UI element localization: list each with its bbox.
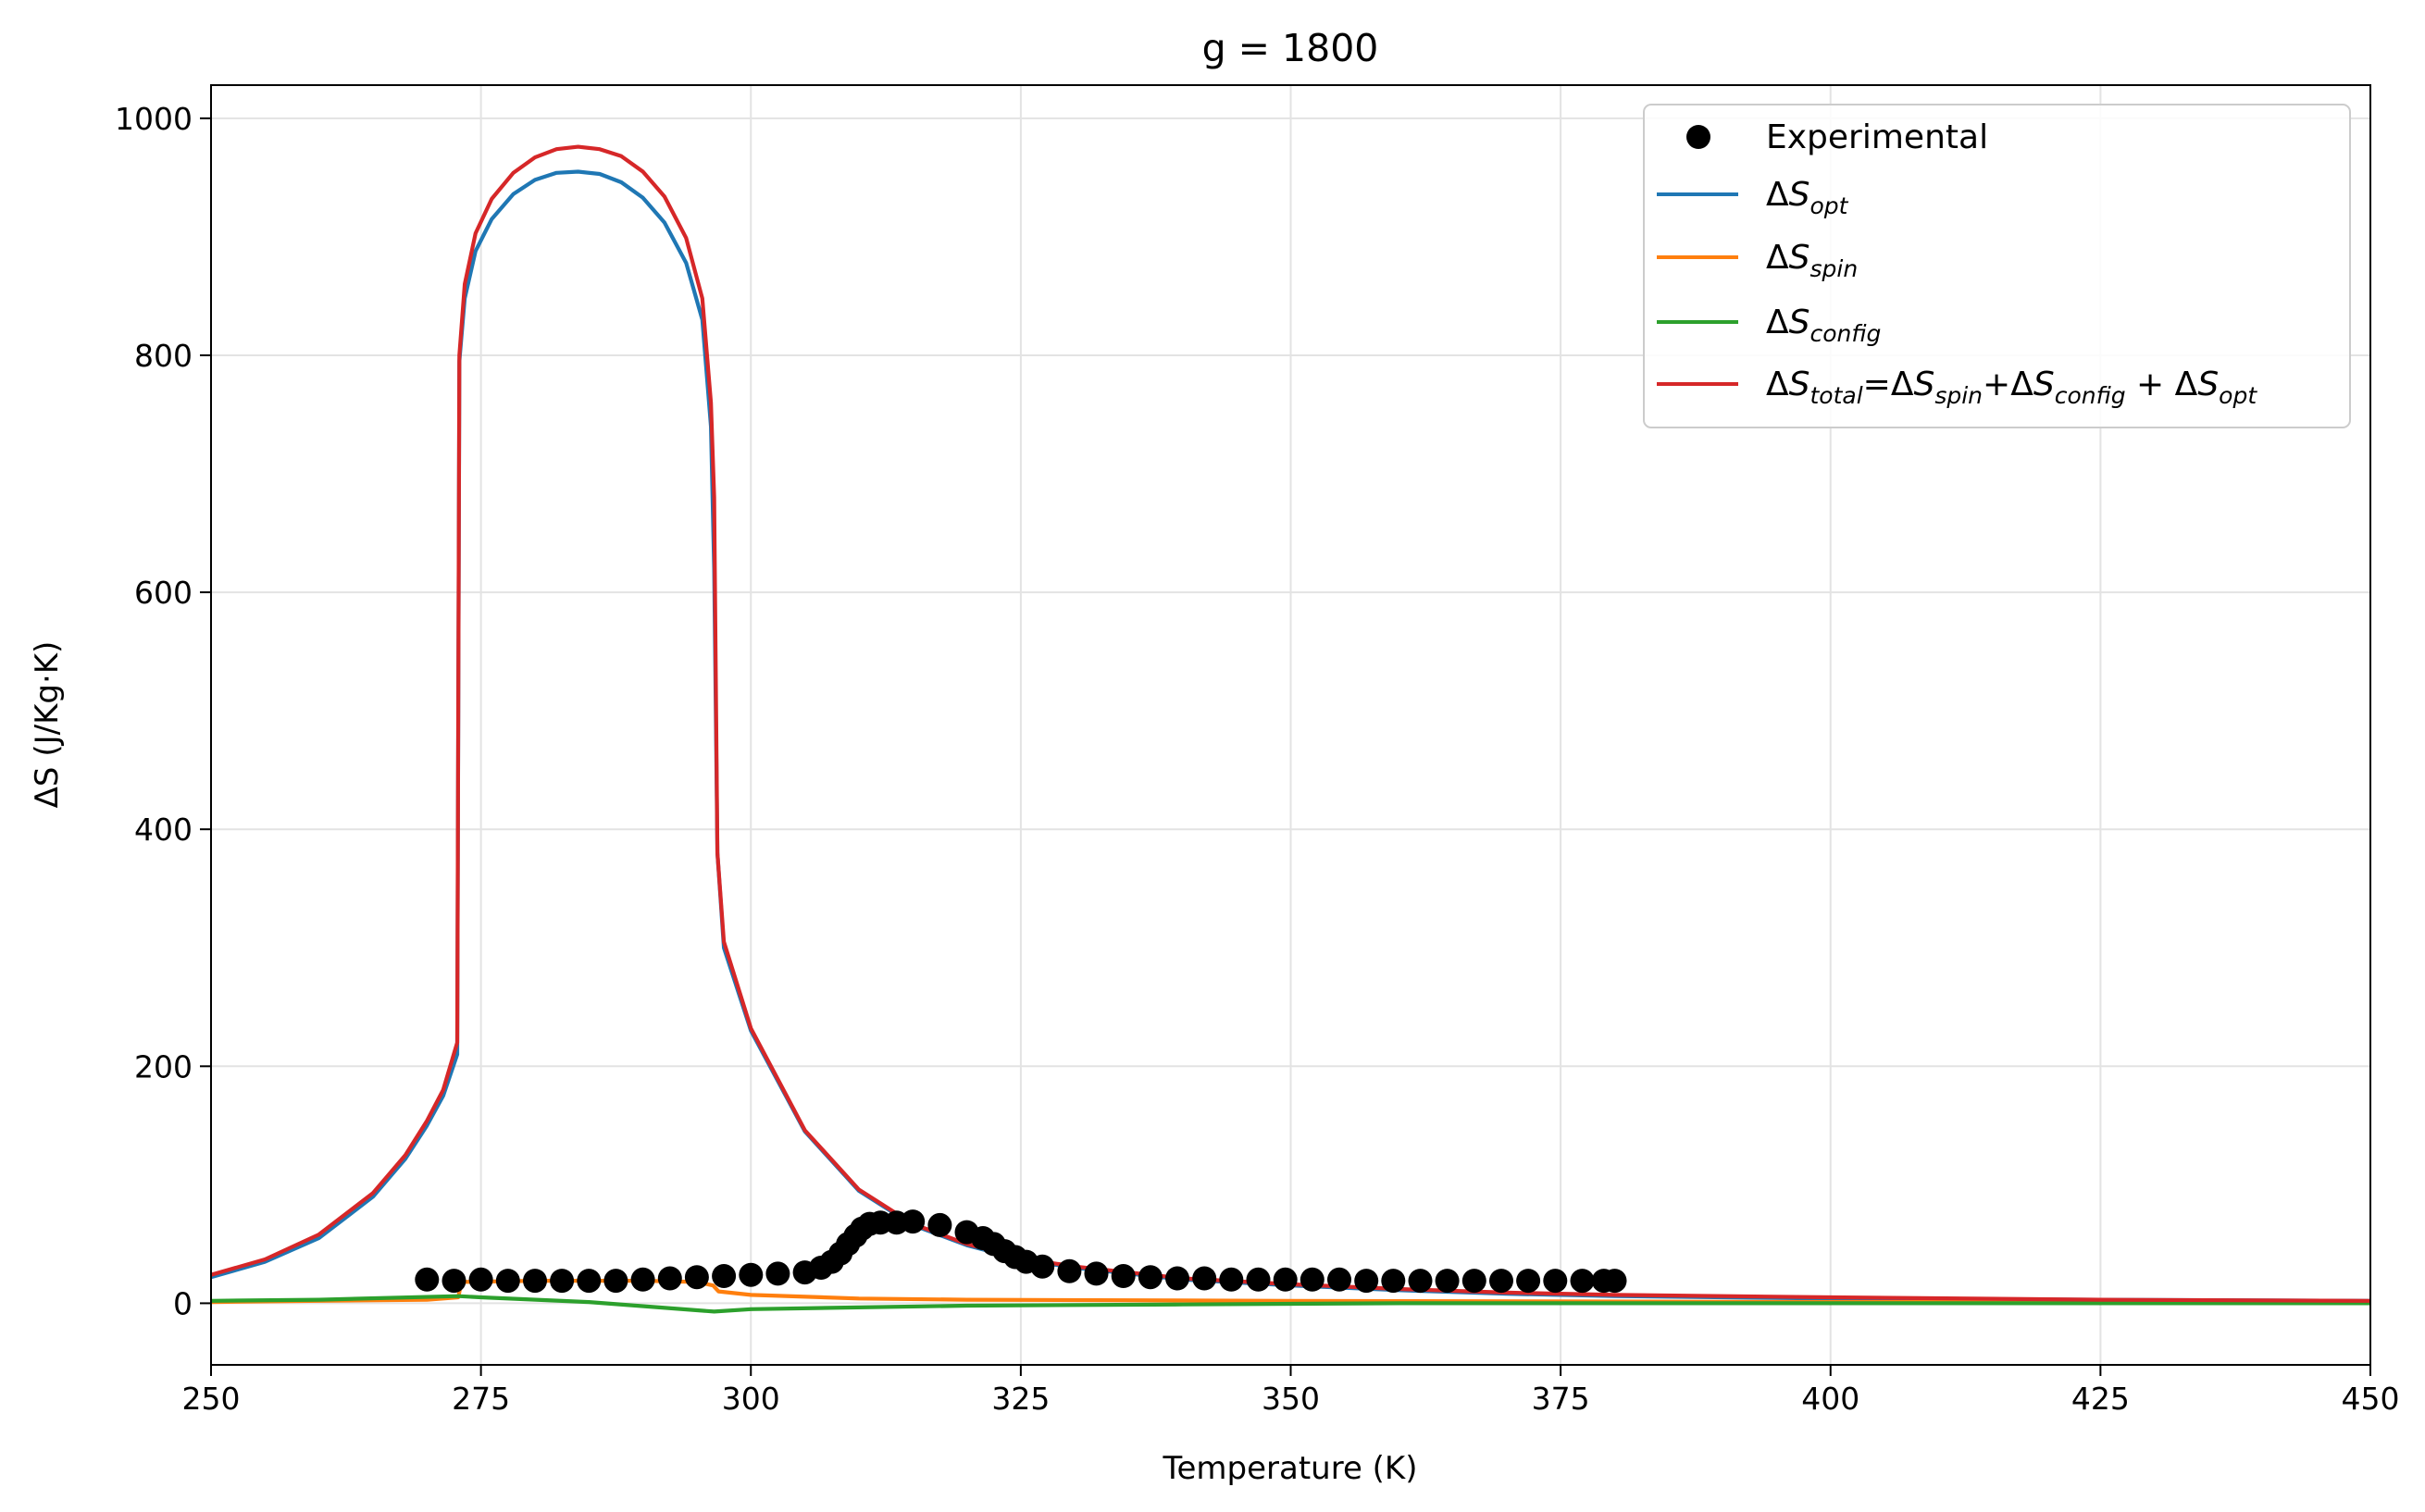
legend-delta: Δ [2175, 366, 2198, 403]
experimental-point [1192, 1266, 1217, 1291]
series-line-total [211, 144, 2370, 1303]
experimental-point [684, 1265, 709, 1290]
experimental-point [1030, 1254, 1055, 1279]
experimental-point [1219, 1267, 1244, 1292]
x-axis: 250 275 300 325 350 375 400 425 450 [182, 1365, 2400, 1417]
legend-label-opt: ΔSopt [1766, 176, 1849, 219]
experimental-point [1381, 1269, 1406, 1294]
experimental-point [1461, 1269, 1486, 1294]
experimental-point [901, 1209, 926, 1234]
legend-plus: + [1983, 366, 2010, 403]
experimental-point [415, 1267, 440, 1292]
legend-delta: Δ [1891, 366, 1914, 403]
x-tick-label: 300 [722, 1381, 780, 1417]
legend-sub-config: config [2055, 382, 2126, 409]
experimental-point [577, 1269, 602, 1294]
legend-sub-opt: opt [2219, 382, 2257, 409]
experimental-point [739, 1262, 764, 1287]
legend-sub-spin: spin [1934, 382, 1983, 409]
legend-sub-opt: opt [1810, 192, 1849, 219]
experimental-point [441, 1269, 466, 1294]
legend-label-total: ΔStotal=ΔSspin+ΔSconfig + ΔSopt [1766, 366, 2257, 409]
legend-delta: Δ [1766, 239, 1789, 277]
experimental-point [657, 1266, 682, 1291]
x-axis-label: Temperature (K) [1162, 1450, 1417, 1487]
experimental-point [1111, 1264, 1136, 1288]
legend-eq: = [1863, 366, 1891, 403]
experimental-point [1084, 1261, 1109, 1286]
legend-s: S [1789, 239, 1810, 277]
experimental-point [1138, 1265, 1163, 1290]
x-tick-label: 425 [2071, 1381, 2130, 1417]
legend-label-config: ΔSconfig [1766, 304, 1881, 347]
experimental-point [1516, 1269, 1541, 1294]
experimental-point [1602, 1269, 1627, 1294]
experimental-point [495, 1269, 520, 1294]
x-tick-label: 375 [1532, 1381, 1590, 1417]
experimental-point [630, 1267, 655, 1292]
experimental-point [765, 1261, 790, 1286]
legend: Experimental ΔSopt ΔSspin ΔSconfig ΔStot… [1643, 104, 2351, 428]
experimental-point [1489, 1269, 1513, 1294]
legend-sub-total: total [1810, 382, 1863, 409]
series-line-config [211, 1294, 2370, 1314]
y-axis: 0 200 400 600 800 1000 [115, 101, 211, 1321]
legend-delta: Δ [1766, 366, 1789, 403]
experimental-point [927, 1212, 952, 1237]
legend-s: S [1913, 366, 1934, 403]
legend-plus: + [2126, 366, 2175, 403]
legend-s: S [2033, 366, 2055, 403]
experimental-point [1327, 1267, 1351, 1292]
y-tick-label: 0 [173, 1285, 193, 1321]
y-axis-label: ΔS (J/Kg·K) [29, 641, 66, 809]
experimental-point [1300, 1267, 1324, 1292]
legend-box [1643, 104, 2351, 428]
experimental-point [1165, 1266, 1189, 1291]
experimental-point [1435, 1269, 1460, 1294]
x-tick-label: 450 [2342, 1381, 2400, 1417]
experimental-point [1543, 1269, 1568, 1294]
legend-s: S [1789, 366, 1810, 403]
legend-marker-experimental [1686, 125, 1710, 149]
x-tick-label: 250 [182, 1381, 241, 1417]
y-tick-label: 800 [134, 338, 193, 374]
legend-label-spin: ΔSspin [1766, 239, 1858, 282]
y-tick-label: 200 [134, 1048, 193, 1084]
x-tick-label: 350 [1262, 1381, 1320, 1417]
legend-label-experimental: Experimental [1766, 118, 1988, 156]
legend-s: S [1789, 304, 1810, 341]
x-tick-label: 400 [1801, 1381, 1859, 1417]
legend-delta: Δ [1766, 304, 1789, 341]
x-tick-label: 325 [991, 1381, 1050, 1417]
x-tick-label: 275 [452, 1381, 510, 1417]
legend-s: S [1789, 176, 1810, 214]
legend-s: S [2197, 366, 2219, 403]
experimental-point [1057, 1258, 1082, 1283]
experimental-point [468, 1267, 493, 1292]
legend-sub-config: config [1810, 320, 1882, 347]
experimental-point [1273, 1267, 1298, 1292]
experimental-point [550, 1269, 575, 1294]
experimental-points [415, 1209, 1627, 1294]
experimental-point [1354, 1269, 1379, 1294]
legend-sub-spin: spin [1810, 255, 1859, 282]
y-tick-label: 400 [134, 812, 193, 848]
experimental-point [1408, 1269, 1433, 1294]
experimental-point [603, 1269, 628, 1294]
experimental-point [1246, 1267, 1271, 1292]
legend-delta: Δ [1766, 176, 1789, 214]
chart-title: g = 1800 [1202, 26, 1379, 70]
legend-delta: Δ [2010, 366, 2033, 403]
experimental-point [712, 1264, 737, 1288]
experimental-point [523, 1269, 547, 1294]
y-tick-label: 1000 [115, 101, 193, 137]
y-tick-label: 600 [134, 575, 193, 611]
experimental-point [1570, 1269, 1595, 1294]
